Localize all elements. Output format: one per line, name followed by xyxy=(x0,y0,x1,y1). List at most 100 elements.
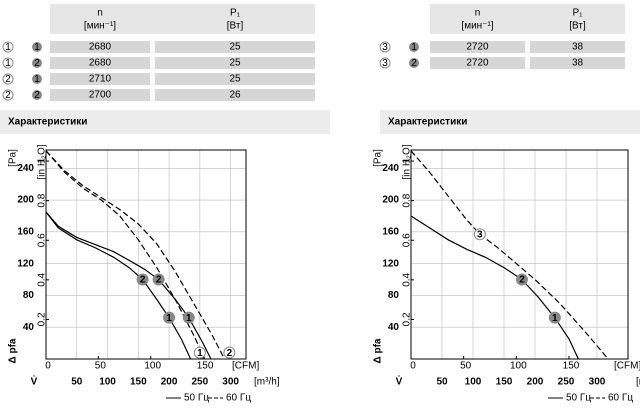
curve-marker-label: 1 xyxy=(166,313,172,324)
inh2o-tick-label: 0.6 xyxy=(402,233,413,247)
section-bg xyxy=(380,110,640,134)
cfm-tick-label: 100 xyxy=(144,361,161,372)
cell-bg xyxy=(530,41,625,53)
inh2o-tick-label: 0.2 xyxy=(402,312,413,326)
cfm-tick-label: 100 xyxy=(510,361,527,372)
y-tick-label: 200 xyxy=(382,195,399,206)
section-title: Характеристики xyxy=(388,117,467,128)
y-tick-label: 40 xyxy=(388,322,400,333)
power-value: 25 xyxy=(229,58,241,69)
curve-icon xyxy=(2,89,14,101)
header-unit: [мин⁻¹] xyxy=(84,21,116,32)
speed-value: 2700 xyxy=(89,90,112,101)
header-symbol: P₁ xyxy=(230,8,241,19)
y-tick-label: 240 xyxy=(382,163,399,174)
x-label: V̇ xyxy=(31,375,38,387)
inh2o-tick-label: 0.4 xyxy=(402,272,413,286)
cell-bg xyxy=(50,41,150,53)
cell-bg xyxy=(155,89,315,101)
inh2o-tick-label: 0.2 xyxy=(37,312,48,326)
variant-icon xyxy=(32,58,42,68)
section-title: Характеристики xyxy=(8,117,87,128)
y-tick-label: 160 xyxy=(17,226,34,237)
cfm-tick-label: 50 xyxy=(95,361,107,372)
curve-marker xyxy=(163,311,176,324)
y-tick-label: 80 xyxy=(388,290,400,301)
curve xyxy=(410,150,609,360)
curve-marker-label: 2 xyxy=(140,275,146,286)
legend-label: 60 Гц xyxy=(608,393,633,404)
cell-bg xyxy=(155,57,315,69)
curve-icon xyxy=(2,73,14,85)
y2-unit: [in H₂O] xyxy=(402,144,413,179)
variant-number: 2 xyxy=(411,58,417,69)
y-tick-label: 160 xyxy=(382,226,399,237)
curve xyxy=(45,150,206,360)
curve xyxy=(410,215,579,360)
y2-unit: [in H₂O] xyxy=(37,144,48,179)
y-tick-label: 40 xyxy=(23,322,35,333)
header-unit: [мин⁻¹] xyxy=(461,21,493,32)
curve-marker xyxy=(152,273,165,286)
plot-frame xyxy=(45,149,247,360)
cell-bg xyxy=(50,73,150,85)
curve-number: 1 xyxy=(5,58,11,69)
variant-number: 1 xyxy=(34,42,40,53)
curve-marker xyxy=(473,228,486,241)
x-unit: [m³/h] xyxy=(254,377,280,388)
x-tick-label: 250 xyxy=(558,377,575,388)
variant-number: 2 xyxy=(34,90,40,101)
curve-marker-label: 1 xyxy=(552,313,558,324)
curve-icon xyxy=(2,41,14,53)
cfm-tick-label: 50 xyxy=(460,361,472,372)
curve-icon xyxy=(379,41,391,53)
curve-marker-label: 2 xyxy=(156,275,162,286)
speed-value: 2680 xyxy=(89,58,112,69)
header-symbol: n xyxy=(475,8,481,19)
curve-icon xyxy=(379,57,391,69)
curve-marker xyxy=(223,346,236,359)
curve-number: 3 xyxy=(382,58,388,69)
x2-unit: [CFM] xyxy=(232,361,259,372)
power-value: 25 xyxy=(229,42,241,53)
header-symbol: P₁ xyxy=(572,8,583,19)
inh2o-tick-label: 0.8 xyxy=(37,193,48,207)
x2-unit: [CFM] xyxy=(614,361,640,372)
cell-bg xyxy=(155,73,315,85)
plot-frame xyxy=(410,149,629,360)
speed-value: 2720 xyxy=(466,58,489,69)
variant-icon xyxy=(32,74,42,84)
cell-bg xyxy=(430,41,525,53)
curve-marker xyxy=(136,273,149,286)
curve-marker-label: 1 xyxy=(197,348,203,359)
power-value: 38 xyxy=(572,42,584,53)
legend-label: 50 Гц xyxy=(184,393,209,404)
cfm-tick-label: 0 xyxy=(410,361,416,372)
x-tick-label: 50 xyxy=(436,377,448,388)
x-unit: [m³/h] xyxy=(636,377,640,388)
x-tick-label: 250 xyxy=(192,377,209,388)
curve-marker xyxy=(515,273,528,286)
x-tick-label: 200 xyxy=(161,377,178,388)
curve-marker-label: 2 xyxy=(227,348,233,359)
power-value: 38 xyxy=(572,58,584,69)
curve xyxy=(45,211,212,360)
curve-number: 2 xyxy=(5,74,11,85)
x-tick-label: 200 xyxy=(527,377,544,388)
curve-number: 2 xyxy=(5,90,11,101)
curve xyxy=(45,150,225,360)
x-tick-label: 150 xyxy=(130,377,147,388)
y-unit: [Pa] xyxy=(373,149,384,167)
power-value: 26 xyxy=(229,90,241,101)
table-header-bg xyxy=(430,4,625,34)
cell-bg xyxy=(50,57,150,69)
variant-number: 2 xyxy=(34,58,40,69)
y-unit: [Pa] xyxy=(8,149,19,167)
x-label: V̇ xyxy=(396,375,403,387)
variant-icon xyxy=(409,58,419,68)
cell-bg xyxy=(155,41,315,53)
cell-bg xyxy=(530,57,625,69)
curve-icon xyxy=(2,57,14,69)
curve-number: 3 xyxy=(382,42,388,53)
